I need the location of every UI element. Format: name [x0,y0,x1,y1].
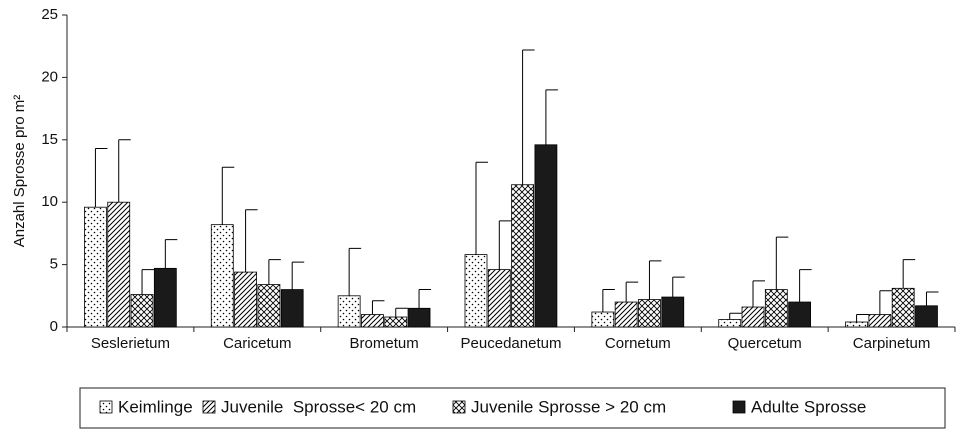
bar [84,206,107,328]
bar [384,316,408,328]
y-tick-label: 15 [41,131,58,148]
bar [361,314,384,328]
bar [210,224,234,328]
legend-swatch [202,400,216,414]
y-tick-label: 0 [50,318,58,335]
bar [337,295,361,328]
bar [464,254,488,328]
y-tick-label: 25 [41,6,58,23]
error-bar [625,281,639,303]
error-bar [602,289,615,313]
bar [107,201,131,328]
error-bar [545,89,558,145]
error-bar [752,280,766,308]
bar [661,296,685,328]
legend-swatch [452,400,466,414]
legend-swatch [99,400,113,414]
error-bar [925,291,939,306]
error-bar [245,209,258,273]
error-bar [164,239,178,269]
x-tick-label: Quercetum [728,335,802,352]
error-bar [118,139,131,203]
bar [591,311,615,328]
bar [718,319,742,328]
x-tick-label: Seslerietum [91,335,170,352]
bar [234,271,257,328]
y-axis-label: Anzahl Sprosse pro m² [11,95,28,248]
legend-label: Juvenile Sprosse< 20 cm [221,397,416,416]
error-bar [221,166,235,225]
bar [257,284,281,328]
bar [614,301,638,328]
error-bar [648,260,662,300]
bar [788,301,812,328]
error-bar [141,269,155,295]
error-bar [879,290,892,315]
bar [891,287,915,328]
y-tick-label: 10 [41,193,58,210]
bar [153,267,177,328]
x-tick-label: Caricetum [223,335,291,352]
bar [915,305,938,328]
bar [741,306,765,328]
error-bar [856,314,869,323]
bar [868,314,892,328]
x-tick-label: Peucedanetum [461,335,562,352]
error-bar [94,148,108,208]
error-bar [475,161,488,255]
bar [487,269,511,328]
legend-label: Keimlinge [118,397,193,416]
bar [511,184,535,328]
x-tick-label: Cornetum [605,335,671,352]
error-bar [729,312,742,320]
bar [130,294,154,328]
error-bar [371,300,385,315]
legend-swatch [732,400,746,414]
error-bar [498,220,512,270]
legend-label: Juvenile Sprosse > 20 cm [471,397,666,416]
legend-box [79,387,946,429]
bar [280,289,304,328]
y-tick-label: 5 [50,256,58,273]
legend-label: Adulte Sprosse [751,397,866,416]
x-tick-label: Carpinetum [853,335,931,352]
error-bar [395,307,408,318]
error-bar [418,289,432,309]
error-bar [902,259,916,289]
error-bar [799,269,812,303]
bar [845,321,868,328]
error-bar [348,247,362,296]
bar [764,289,788,328]
x-tick-label: Brometum [350,335,419,352]
error-bar [268,259,281,285]
error-bar [522,49,535,185]
y-tick-label: 20 [41,68,58,85]
error-bar [291,261,305,290]
bar [534,144,558,328]
error-bar [672,276,685,298]
bar [638,299,661,328]
bar [407,307,431,328]
error-bar [775,236,789,290]
